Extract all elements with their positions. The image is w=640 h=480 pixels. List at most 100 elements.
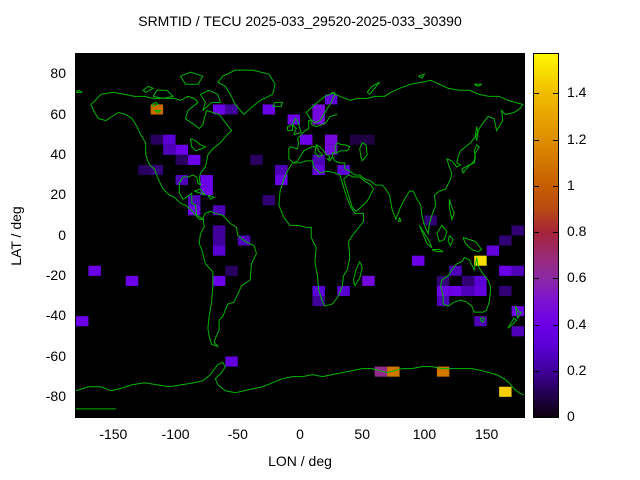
x-tick-label: -50 [227, 426, 248, 442]
heatmap-cell [300, 134, 313, 145]
y-tick-label: -80 [45, 387, 66, 404]
coastline [76, 90, 82, 92]
heatmap-cell [138, 164, 151, 175]
coastline [437, 225, 447, 241]
coastline [475, 127, 477, 141]
coastline [91, 92, 232, 219]
coastline [354, 262, 363, 286]
heatmap-cell [312, 164, 325, 175]
coastline [331, 80, 523, 233]
coastline [419, 225, 431, 247]
colorbar-tick-label: 0.6 [567, 269, 587, 286]
heatmap-cell [312, 104, 325, 115]
heatmap-cell [474, 255, 487, 266]
heatmap-cell [262, 195, 276, 206]
heatmap-cell [362, 134, 375, 145]
heatmap-cell [312, 114, 325, 125]
x-tick-label: -100 [161, 426, 190, 442]
coastline [218, 70, 275, 114]
colorbar-tick [553, 278, 558, 279]
heatmap-cell [212, 235, 226, 246]
heatmap-cell [337, 164, 350, 175]
coastline [288, 125, 293, 131]
heatmap-cell [324, 94, 338, 105]
coastline [181, 72, 203, 84]
coastline [398, 217, 400, 221]
heatmap-cell [175, 154, 188, 165]
coastline [360, 143, 367, 161]
heatmap-cell [150, 134, 164, 145]
coastline [418, 74, 424, 78]
map-plot-area [75, 53, 525, 418]
colorbar-tick [534, 232, 539, 233]
coastline [152, 102, 158, 106]
heatmap-cells-layer [76, 94, 524, 397]
coastline [441, 258, 491, 312]
colorbar-tick-label: 0.2 [567, 361, 587, 378]
colorbar-tick [553, 186, 558, 187]
heatmap-cell [250, 154, 263, 165]
heatmap-cell [312, 154, 325, 165]
coastline [208, 195, 214, 199]
x-tick-label: 0 [296, 426, 304, 442]
plot-title: SRMTID / TECU 2025-033_29520-2025-033_30… [138, 13, 462, 29]
heatmap-cell [287, 114, 300, 125]
colorbar-tick-label: 0 [567, 408, 575, 424]
heatmap-cell [212, 225, 226, 236]
heatmap-cell [175, 175, 188, 186]
heatmap-cell [474, 316, 487, 327]
heatmap-cell [486, 245, 500, 256]
heatmap-cell [499, 235, 512, 246]
coastline [344, 175, 374, 211]
coastline [448, 236, 453, 246]
heatmap-cell [225, 356, 238, 367]
heatmap-cell [262, 104, 276, 115]
heatmap-cell [436, 285, 450, 296]
y-tick-label: 80 [50, 65, 66, 82]
colorbar [533, 53, 559, 418]
heatmap-cell [275, 164, 288, 175]
x-tick-label: 100 [412, 426, 437, 442]
colorbar-tick [534, 416, 539, 417]
colorbar-tick [553, 416, 558, 417]
heatmap-cell [225, 265, 238, 276]
heatmap-cell [225, 104, 238, 115]
heatmap-cell [175, 144, 188, 155]
heatmap-cell [387, 366, 400, 377]
colorbar-tick [553, 232, 558, 233]
heatmap-cell [163, 144, 176, 155]
coastline [307, 145, 336, 161]
colorbar-tick [534, 93, 539, 94]
coastline [194, 189, 205, 195]
heatmap-cell [188, 195, 201, 206]
colorbar-tick-label: 1 [567, 176, 575, 193]
coastline [154, 110, 160, 112]
heatmap-cell [212, 245, 226, 256]
coastline [289, 115, 338, 163]
heatmap-cell [125, 275, 139, 286]
heatmap-cell [324, 134, 338, 145]
heatmap-cell [150, 104, 164, 115]
colorbar-tick [534, 278, 539, 279]
colorbar-tick [553, 325, 558, 326]
heatmap-cell [474, 275, 487, 286]
heatmap-cell [150, 164, 164, 175]
y-tick-label: -60 [45, 347, 66, 364]
heatmap-cell [374, 366, 388, 377]
colorbar-tick [553, 93, 558, 94]
colorbar-tick-label: 1.4 [567, 84, 587, 101]
colorbar-tick [534, 371, 539, 372]
heatmap-cell [474, 285, 487, 296]
heatmap-cell [499, 386, 512, 397]
x-tick-label: -150 [99, 426, 128, 442]
x-axis-label: LON / deg [268, 453, 332, 469]
coastline [306, 92, 335, 122]
heatmap-cell [449, 285, 462, 296]
coastline [480, 318, 484, 322]
heatmap-cell [362, 275, 375, 286]
colorbar-tick-label: 1.2 [567, 130, 587, 147]
y-tick-label: -40 [45, 307, 66, 324]
heatmap-cell [449, 265, 462, 276]
coastline [76, 363, 524, 395]
